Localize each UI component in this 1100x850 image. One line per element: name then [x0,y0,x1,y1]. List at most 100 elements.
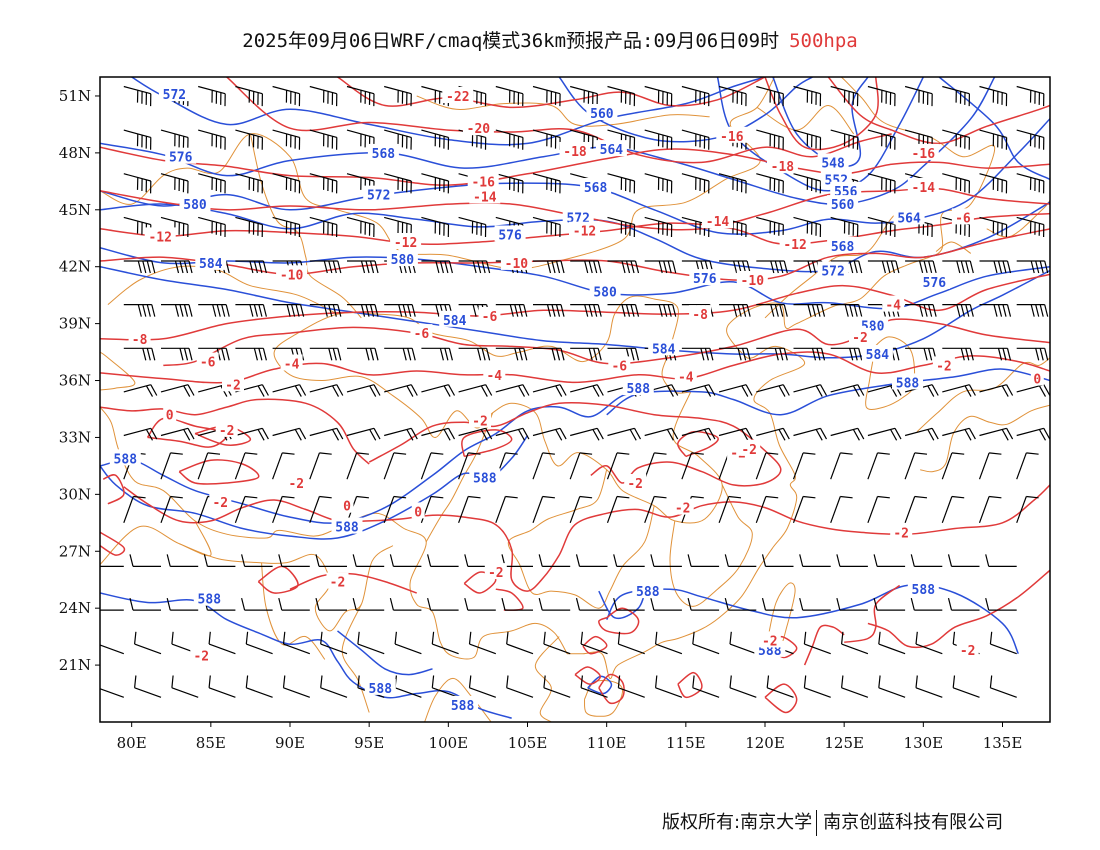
temperature-contour-label: -2 [288,477,304,492]
wind-barb-staff [618,687,645,698]
wind-barb-staff [246,643,273,655]
wind-barb-feather [621,260,626,274]
temperature-contour-label-bg [209,492,232,509]
border-line [507,469,655,609]
wind-barb-feather [142,304,147,317]
temperature-contour [764,77,879,151]
wind-barb-feather [430,452,444,455]
wind-barb-feather [1006,260,1012,274]
wind-barb-staff [756,173,784,182]
wind-barb-feather [509,304,514,317]
wind-barb-feather [300,304,305,317]
wind-barb-feather [365,348,370,361]
wind-barb-staff [942,173,970,182]
wind-barb-feather [183,385,191,397]
wind-barb-staff [134,687,162,698]
wind-barb-feather [960,260,965,274]
wind-barb-feather [183,260,189,274]
temperature-contour-label-bg [716,126,748,143]
wind-barb-feather [774,348,779,361]
wind-barb-staff [681,384,710,393]
wind-barb-feather [849,260,854,274]
wind-barb-feather [137,304,142,317]
height-contour-label: 580 [593,285,617,300]
temperature-contour-label: -10 [505,257,529,272]
wind-barb-feather [733,304,738,317]
wind-barb-staff [1016,129,1044,138]
wind-barb-feather [374,304,379,317]
wind-barb-feather [374,348,379,361]
wind-barb-staff [841,643,869,655]
wind-barb-feather [225,260,230,274]
height-contour [606,368,1050,416]
lat-tick-label: 24N [59,599,91,617]
height-contour-label: 588 [451,699,475,714]
wind-barb-feather [300,348,305,361]
wind-barb-feather [910,597,915,611]
wind-barb-feather [443,429,451,441]
temperature-contour-label: -20 [467,122,491,137]
temperature-contour-label-bg [280,354,303,371]
height-contour-label: 588 [369,682,393,697]
wind-barb-feather [692,675,695,688]
temperature-contour-label: -12 [783,238,806,253]
wind-barb-feather [1026,452,1039,455]
wind-barb-feather [741,385,749,397]
wind-barb-feather [514,304,519,317]
wind-barb-feather [655,631,658,645]
wind-barb-feather [878,675,881,688]
wind-barb-staff [756,384,784,393]
temperature-contour-label-bg [410,324,433,341]
temperature-contour-label-bg [340,496,354,513]
wind-barb-staff [198,216,226,226]
temperature-contour-label: -2 [893,526,909,541]
wind-barb-feather [774,304,779,317]
wind-barb-staff [718,427,747,437]
temperature-contour-label: -16 [912,147,936,162]
wind-barb-staff [543,643,571,655]
lon-tick-label: 105E [508,734,548,752]
wind-barb-feather [244,452,258,455]
wind-barb-staff [607,216,635,226]
wind-barb-feather [546,304,552,317]
wind-barb-feather [282,495,295,499]
temperature-contour-label-bg [469,187,501,204]
wind-barb-feather [692,631,695,645]
wind-barb-staff [569,496,581,524]
height-contour [606,584,1019,655]
height-contour-label-bg [363,185,395,202]
wind-barb-staff [394,643,422,655]
temperature-contour [461,429,513,458]
temperature-contour-label: 0 [414,505,422,520]
wind-barb-staff [320,643,348,655]
height-contour-label: 588 [114,452,138,467]
wind-barb-staff [235,129,263,138]
temperature-contour [337,77,766,109]
wind-barb-feather [840,495,853,499]
wind-barb-staff [766,687,794,698]
height-contour-label-bg [562,208,594,225]
wind-barb-staff [309,85,337,95]
wind-barb-staff [793,427,821,437]
wind-barb-feather [517,429,526,441]
wind-barb-feather [915,675,918,688]
temperature-contour [100,273,1050,341]
wind-barb-staff [990,687,1017,698]
wind-barb-staff [532,173,561,182]
wind-barb-staff [532,85,561,95]
wind-barb-feather [616,452,630,455]
wind-barb-staff [718,173,747,182]
wind-barb-staff [644,427,672,437]
temperature-contour-label-bg [215,420,238,437]
wind-barb-feather [486,260,491,274]
temperature-contour-label-bg [196,352,219,369]
wind-barb-staff [469,687,497,698]
lat-tick-label: 30N [59,485,91,503]
wind-barb-feather [737,304,742,317]
wind-barb-feather [1038,429,1047,441]
wind-barb-feather [733,260,738,274]
border-line [567,256,930,680]
wind-barb-staff [606,496,618,524]
lat-tick-label: 36N [59,372,91,390]
temperature-contour-label-bg [674,367,697,384]
